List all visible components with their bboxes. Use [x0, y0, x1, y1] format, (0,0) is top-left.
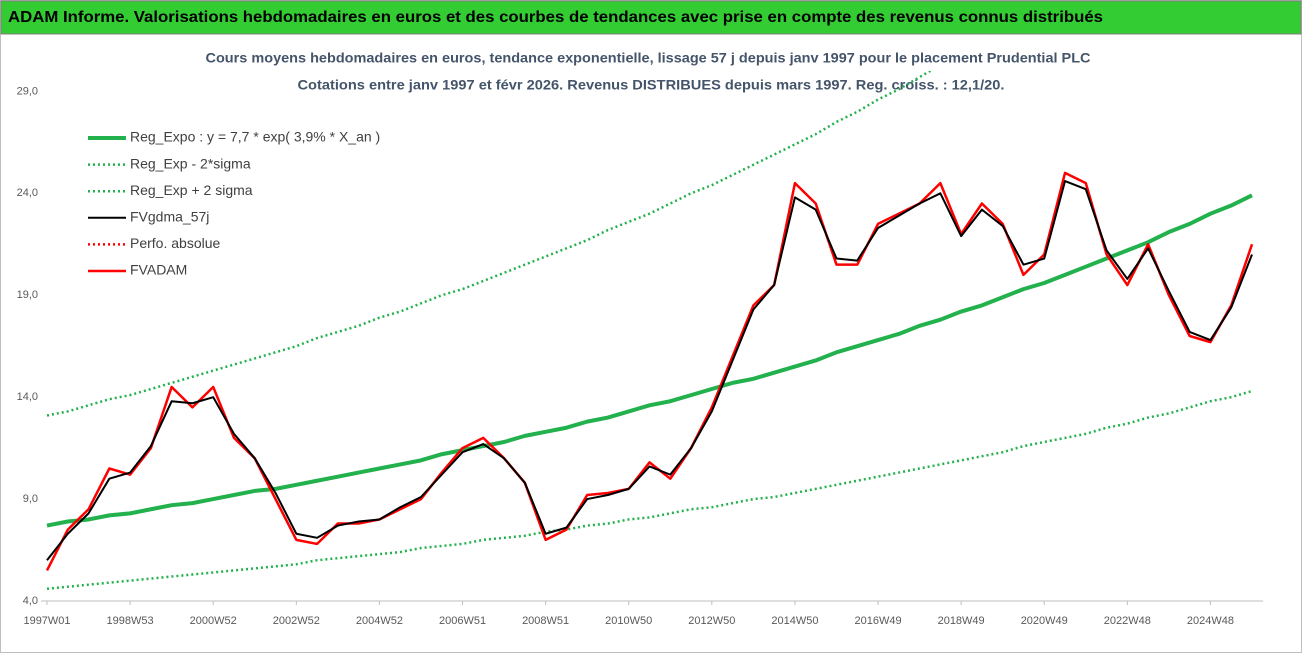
- y-tick-label: 29,0: [17, 85, 38, 97]
- x-tick-label: 2006W51: [439, 615, 486, 627]
- series-line: [46, 193, 1253, 528]
- x-tick-label: 2002W52: [273, 615, 320, 627]
- legend-label: Reg_Exp + 2 sigma: [130, 182, 253, 198]
- x-tick-label: 2024W48: [1187, 615, 1234, 627]
- x-tick-label: 2004W52: [356, 615, 403, 627]
- x-tick-label: 2020W49: [1021, 615, 1068, 627]
- x-tick-label: 2008W51: [522, 615, 569, 627]
- legend-label: Reg_Exp - 2*sigma: [130, 155, 251, 171]
- legend-label: FVADAM: [130, 262, 187, 278]
- x-tick-label: 1997W01: [23, 615, 70, 627]
- plot-area: [45, 71, 1254, 591]
- x-tick-label: 2014W50: [771, 615, 818, 627]
- x-tick-label: 2010W50: [605, 615, 652, 627]
- legend-label: FVgdma_57j: [130, 209, 209, 225]
- y-tick-label: 9,0: [23, 493, 38, 505]
- x-tick-label: 2018W49: [938, 615, 985, 627]
- y-tick-label: 4,0: [23, 595, 38, 607]
- legend-label: Reg_Expo : y = 7,7 * exp( 3,9% * X_an ): [130, 129, 380, 145]
- series-line: [46, 71, 933, 417]
- y-tick-label: 14,0: [17, 391, 38, 403]
- series-line: [46, 180, 1253, 561]
- legend-label: Perfo. absolue: [130, 235, 220, 251]
- y-tick-label: 24,0: [17, 187, 38, 199]
- chart-title: ADAM Informe. Valorisations hebdomadaire…: [8, 9, 1103, 26]
- x-tick-label: 2016W49: [854, 615, 901, 627]
- x-tick-label: 2000W52: [190, 615, 237, 627]
- y-tick-label: 19,0: [17, 289, 38, 301]
- x-tick-label: 2022W48: [1104, 615, 1151, 627]
- chart-subtitle: Cotations entre janv 1997 et févr 2026. …: [298, 77, 1005, 93]
- banner: [0, 0, 1302, 35]
- x-tick-label: 2012W50: [688, 615, 735, 627]
- chart-subtitle: Cours moyens hebdomadaires en euros, ten…: [206, 50, 1091, 66]
- series-line: [46, 389, 1253, 591]
- x-tick-label: 1998W53: [107, 615, 154, 627]
